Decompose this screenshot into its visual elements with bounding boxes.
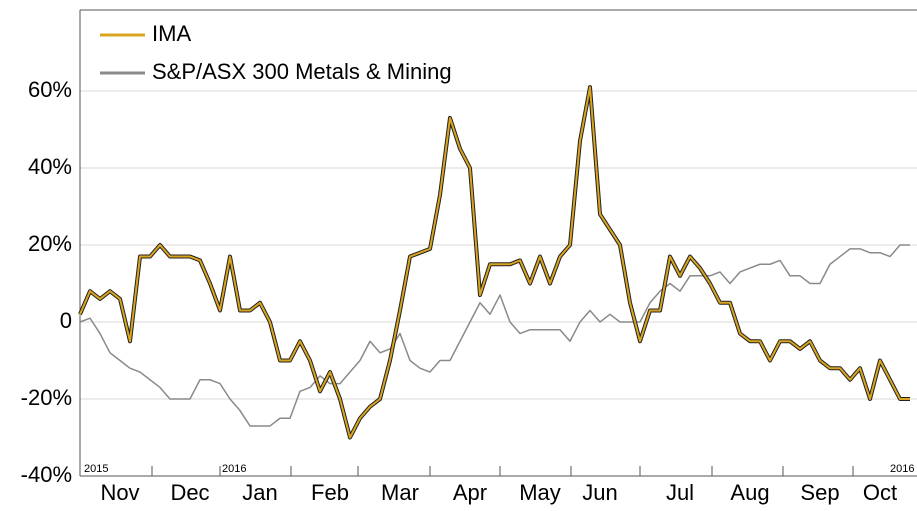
year-label: 2016	[222, 463, 246, 475]
y-tick-label: 0	[60, 308, 72, 333]
x-tick-label: Apr	[453, 480, 487, 505]
y-tick-label: 20%	[28, 231, 72, 256]
y-tick-label: 40%	[28, 154, 72, 179]
legend-label: IMA	[152, 21, 191, 46]
series-shadow	[78, 85, 910, 440]
x-tick-label: May	[519, 480, 561, 505]
x-tick-label: Oct	[863, 480, 897, 505]
series-line	[79, 86, 910, 439]
x-tick-label: Jun	[582, 480, 617, 505]
x-tick-label: Nov	[100, 480, 139, 505]
x-tick-label: Jan	[242, 480, 277, 505]
x-tick-label: Mar	[381, 480, 419, 505]
x-tick-label: Dec	[170, 480, 209, 505]
y-tick-label: 60%	[28, 77, 72, 102]
x-tick-label: Aug	[730, 480, 769, 505]
y-tick-label: -20%	[21, 385, 72, 410]
year-label: 2015	[84, 463, 108, 475]
x-tick-label: Feb	[311, 480, 349, 505]
legend-label: S&P/ASX 300 Metals & Mining	[152, 59, 452, 84]
series-line	[79, 244, 910, 427]
year-label: 2016	[890, 463, 914, 475]
x-tick-label: Sep	[800, 480, 839, 505]
y-tick-label: -40%	[21, 462, 72, 487]
x-tick-label: Jul	[666, 480, 694, 505]
